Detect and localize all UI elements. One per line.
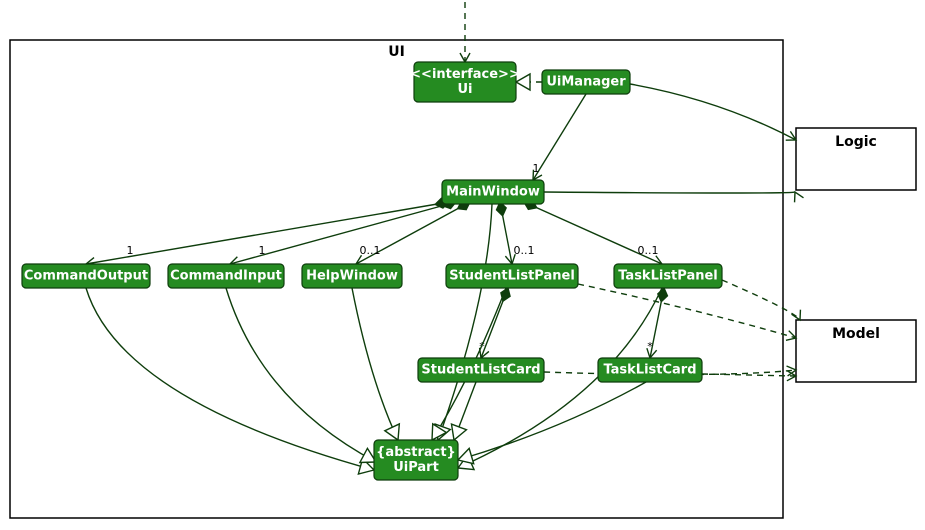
edge-uimanager-logic <box>630 84 796 140</box>
node-ui: <<interface>>Ui <box>410 62 520 102</box>
node-commandinput-label-0: CommandInput <box>170 269 282 284</box>
node-uimanager-label-0: UiManager <box>546 75 626 90</box>
edge-mainwindow-logic <box>544 192 795 193</box>
uml-diagram: UILogicModel1110..10..10..1**<<interface… <box>0 0 925 530</box>
edge-co-gen-uipart <box>86 288 374 470</box>
node-uimanager: UiManager <box>542 70 630 94</box>
mult-mw-comp-hw: 0..1 <box>360 244 381 257</box>
node-commandoutput-label-0: CommandOutput <box>24 269 148 284</box>
node-ui-label-1: Ui <box>457 82 472 97</box>
edge-tlc-gen-uipart <box>458 382 646 460</box>
mult-mw-comp-ci: 1 <box>259 244 266 257</box>
node-helpwindow-label-0: HelpWindow <box>306 269 398 284</box>
external-model-label: Model <box>832 326 880 342</box>
node-commandoutput: CommandOutput <box>22 264 150 288</box>
mult-mw-comp-tlp: 0..1 <box>638 244 659 257</box>
node-mainwindow: MainWindow <box>442 180 544 204</box>
mult-mw-comp-co: 1 <box>127 244 134 257</box>
edge-slp-dep-model <box>578 284 796 338</box>
edge-tlp-dep-model <box>722 280 800 320</box>
package-title: UI <box>388 44 405 60</box>
edge-ci-gen-uipart <box>226 288 376 462</box>
node-uipart-label-1: UiPart <box>393 460 439 475</box>
node-studentlistcard-label-0: StudentListCard <box>421 363 540 378</box>
node-studentlistcard: StudentListCard <box>418 358 544 382</box>
edge-uimanager-mainwindow <box>533 94 586 180</box>
node-uipart-label-0: {abstract} <box>376 445 456 460</box>
node-ui-label-0: <<interface>> <box>410 67 520 82</box>
external-logic-label: Logic <box>835 134 877 150</box>
node-helpwindow: HelpWindow <box>302 264 402 288</box>
node-studentlistpanel: StudentListPanel <box>446 264 578 288</box>
node-uipart: {abstract}UiPart <box>374 440 458 480</box>
node-commandinput: CommandInput <box>168 264 284 288</box>
edge-hw-gen-uipart <box>352 288 398 440</box>
mult-mw-comp-slp: 0..1 <box>514 244 535 257</box>
node-tasklistcard-label-0: TaskListCard <box>603 363 696 378</box>
node-tasklistcard: TaskListCard <box>598 358 702 382</box>
edge-mw-gen-uipart <box>438 204 492 440</box>
node-layer: <<interface>>Ui UiManager MainWindow Comman… <box>22 62 722 480</box>
node-studentlistpanel-label-0: StudentListPanel <box>449 269 575 284</box>
node-tasklistpanel: TaskListPanel <box>614 264 722 288</box>
node-mainwindow-label-0: MainWindow <box>446 185 540 200</box>
node-tasklistpanel-label-0: TaskListPanel <box>618 269 718 284</box>
edge-mw-comp-co <box>86 202 449 264</box>
edge-tlc-dep-model <box>702 374 796 376</box>
